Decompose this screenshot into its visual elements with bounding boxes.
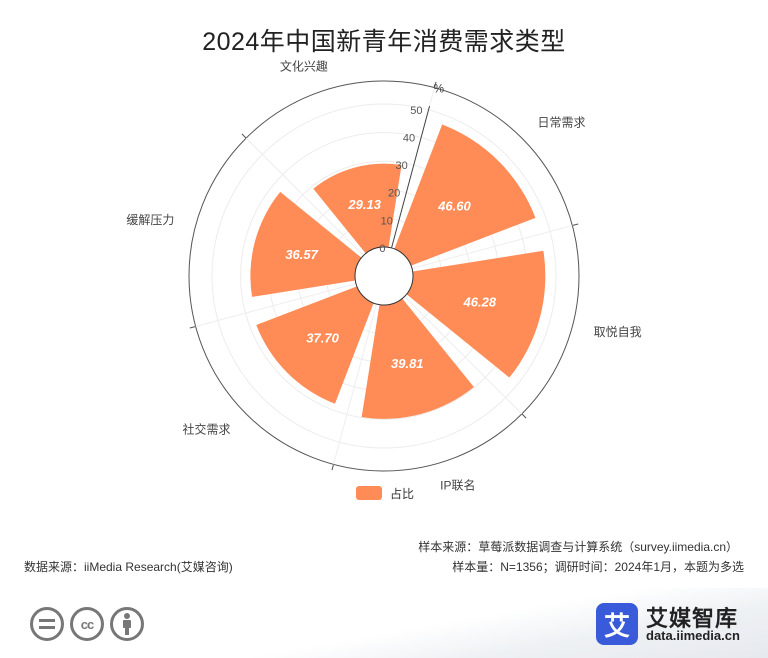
angular-tick (241, 133, 247, 139)
angular-tick (433, 81, 437, 88)
radial-tick-label: 30 (395, 160, 407, 172)
grid-spoke (333, 303, 377, 465)
person-icon (110, 607, 144, 641)
radial-tick-label: 20 (388, 188, 400, 200)
radial-tick-label: 40 (403, 132, 415, 144)
bar-3 (256, 286, 374, 404)
iimedia-logo-icon: 艾 (596, 603, 638, 645)
data-label: 46.28 (463, 295, 497, 310)
sample-size: 样本量：N=1356；调研时间：2024年1月，本题为多选 (452, 560, 744, 574)
legend-swatch (356, 486, 382, 500)
bar-5 (313, 163, 402, 254)
grid-spoke (195, 283, 357, 327)
logo-url: data.iimedia.cn (646, 628, 740, 643)
category-label: IP联名 (440, 478, 475, 493)
angular-tick (189, 325, 196, 329)
polar-outer-ring (188, 80, 580, 472)
cc-icon: cc (70, 607, 104, 641)
radial-tick-label: 0 (379, 243, 385, 255)
data-label: 37.70 (306, 330, 339, 345)
angular-tick (572, 223, 579, 227)
data-label: 39.81 (391, 356, 424, 371)
equals-icon (30, 607, 64, 641)
legend-label: 占比 (390, 486, 415, 501)
grid-spoke (404, 296, 523, 415)
bar-1 (406, 250, 546, 378)
logo-name: 艾媒智库 (646, 606, 739, 631)
grid-spoke (411, 225, 573, 269)
category-label: 文化兴趣 (280, 58, 328, 73)
legend[interactable]: 占比 (356, 484, 414, 502)
angular-tick (331, 464, 335, 471)
grid-ring (211, 103, 557, 449)
radial-tick-label: 50 (410, 105, 422, 117)
radial-axis-line (391, 105, 431, 249)
grid-spoke (245, 137, 364, 256)
category-label: 日常需求 (537, 116, 585, 130)
sample-source: 样本来源：草莓派数据调查与计算系统（survey.iimedia.cn） (418, 540, 738, 554)
category-label: 社交需求 (183, 421, 231, 436)
category-label: 取悦自我 (594, 325, 642, 339)
data-label: 36.57 (285, 247, 318, 262)
polar-center-hole (354, 246, 414, 306)
bar-4 (250, 191, 362, 297)
radial-axis-unit: % (433, 81, 444, 95)
data-label: 46.60 (437, 199, 471, 214)
category-label: 缓解压力 (126, 213, 174, 227)
chart-title: 2024年中国新青年消费需求类型 (202, 28, 566, 56)
data-label: 29.13 (347, 197, 381, 212)
bar-2 (361, 298, 474, 419)
data-source: 数据来源：iiMedia Research(艾媒咨询) (24, 560, 233, 574)
radial-tick-label: 10 (381, 215, 393, 227)
angular-tick (521, 413, 527, 419)
bar-0 (394, 124, 536, 266)
